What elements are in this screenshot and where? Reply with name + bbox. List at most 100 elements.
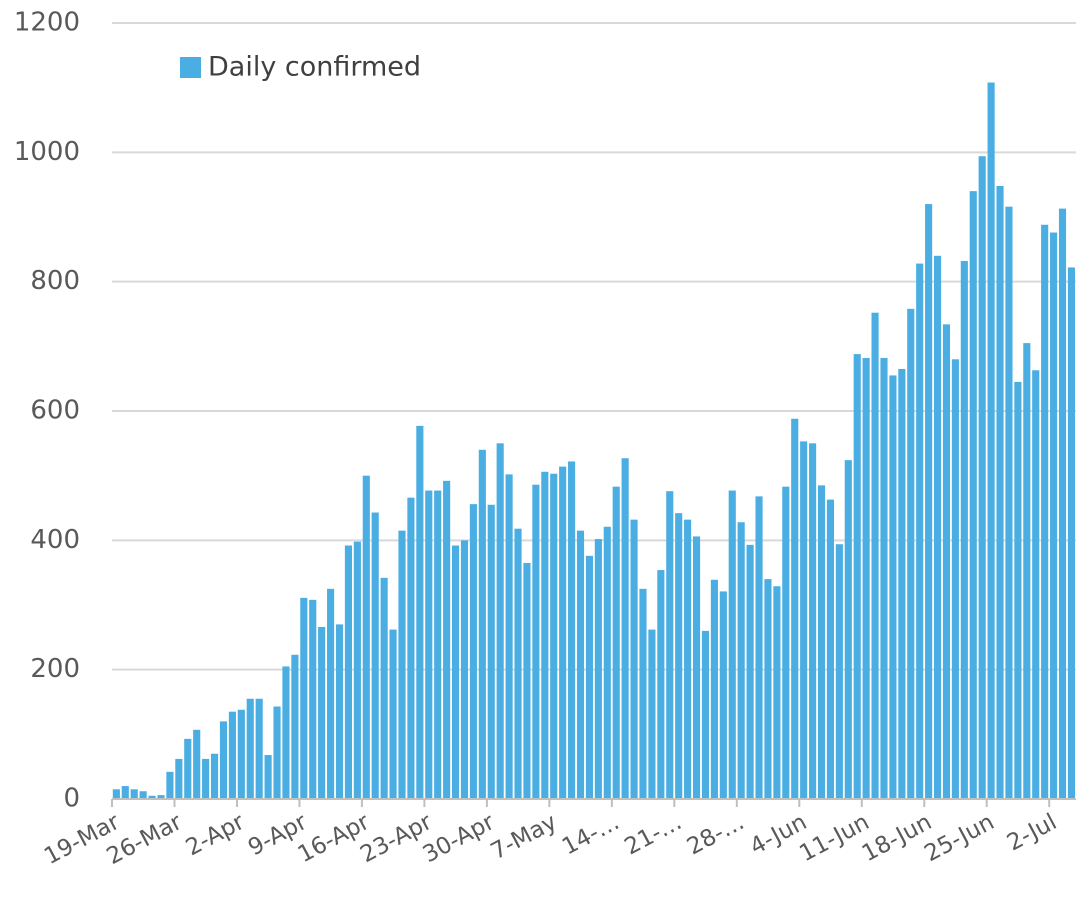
x-tick-label: 2-Jul	[1003, 809, 1061, 856]
bar	[576, 530, 585, 799]
bar	[228, 711, 236, 799]
bar	[478, 449, 486, 799]
bar	[300, 597, 308, 799]
bar	[621, 458, 629, 799]
bar	[612, 486, 620, 799]
bar	[630, 519, 638, 799]
bar	[157, 795, 165, 799]
bar	[496, 443, 504, 799]
bar	[764, 579, 772, 799]
bar	[148, 795, 156, 799]
bar	[996, 185, 1004, 799]
bar	[951, 359, 959, 799]
bar	[166, 771, 174, 799]
bar	[434, 490, 442, 799]
y-tick-label: 400	[30, 525, 80, 555]
bar	[728, 490, 736, 799]
bar	[541, 471, 549, 799]
x-tick-label: 16-Apr	[294, 809, 375, 868]
bar	[809, 443, 817, 799]
bar	[505, 474, 513, 799]
bar	[344, 545, 352, 799]
x-tick-label: 7-May	[487, 809, 561, 865]
bar	[675, 513, 683, 799]
bar	[175, 758, 183, 799]
bar	[862, 357, 870, 799]
bar	[603, 526, 611, 799]
bar	[800, 441, 808, 799]
bar	[978, 156, 986, 800]
bar	[907, 308, 915, 799]
bar	[362, 475, 370, 799]
bar	[835, 544, 843, 799]
bar	[791, 418, 799, 799]
y-tick-label: 1000	[14, 137, 80, 167]
x-tick-label: 11-Jun	[795, 809, 873, 867]
bar	[202, 758, 210, 799]
bar	[1014, 381, 1022, 799]
bar	[237, 709, 245, 799]
bar	[1067, 267, 1075, 799]
bar	[737, 522, 745, 799]
y-tick-label: 1200	[14, 8, 80, 38]
bar	[710, 579, 718, 799]
bar	[532, 484, 540, 799]
x-tick-label: 28-…	[683, 809, 749, 860]
bar	[219, 721, 228, 799]
bar	[514, 528, 522, 799]
bar	[898, 368, 906, 799]
bar	[273, 706, 281, 799]
bar	[987, 82, 995, 799]
bar	[933, 255, 942, 800]
bar	[193, 729, 201, 799]
bar	[112, 789, 120, 799]
bar	[684, 519, 692, 799]
bar	[389, 629, 397, 799]
bar	[291, 654, 299, 799]
bar	[443, 480, 451, 799]
bar	[1041, 224, 1049, 799]
bar	[880, 357, 888, 799]
x-tick-label: 21-…	[621, 809, 687, 860]
bar	[460, 540, 469, 799]
bar	[666, 491, 674, 799]
x-tick-label: 2-Apr	[182, 809, 250, 861]
x-tick-label: 30-Apr	[419, 809, 500, 868]
bar	[657, 570, 665, 799]
bar	[969, 191, 977, 800]
bar	[380, 577, 388, 799]
bar	[844, 460, 852, 799]
bar	[960, 260, 968, 799]
bar	[398, 530, 406, 799]
x-tick-label: 25-Jun	[920, 809, 998, 867]
y-tick-label: 200	[30, 654, 80, 684]
bar	[648, 629, 656, 799]
bar	[692, 536, 701, 799]
bar	[309, 599, 317, 799]
bar	[942, 324, 951, 799]
bar	[568, 461, 576, 799]
bar	[184, 738, 192, 799]
x-tick-label: 14-…	[558, 809, 624, 860]
bar	[425, 490, 433, 799]
bar	[416, 425, 424, 799]
bar	[853, 354, 861, 799]
bar	[335, 624, 344, 799]
bar	[782, 486, 790, 799]
bar	[1050, 232, 1058, 799]
x-tick-label: 18-Jun	[858, 809, 936, 867]
bar	[121, 786, 129, 799]
bar	[889, 375, 897, 799]
y-tick-label: 800	[30, 266, 80, 296]
bar	[826, 499, 834, 799]
bar	[210, 753, 219, 799]
bar	[550, 473, 558, 799]
bar	[594, 539, 602, 799]
bar	[701, 630, 710, 799]
bar	[1023, 343, 1031, 799]
bar	[282, 666, 290, 799]
y-tick-label: 600	[30, 396, 80, 426]
bar	[719, 591, 727, 799]
bar	[916, 263, 924, 799]
